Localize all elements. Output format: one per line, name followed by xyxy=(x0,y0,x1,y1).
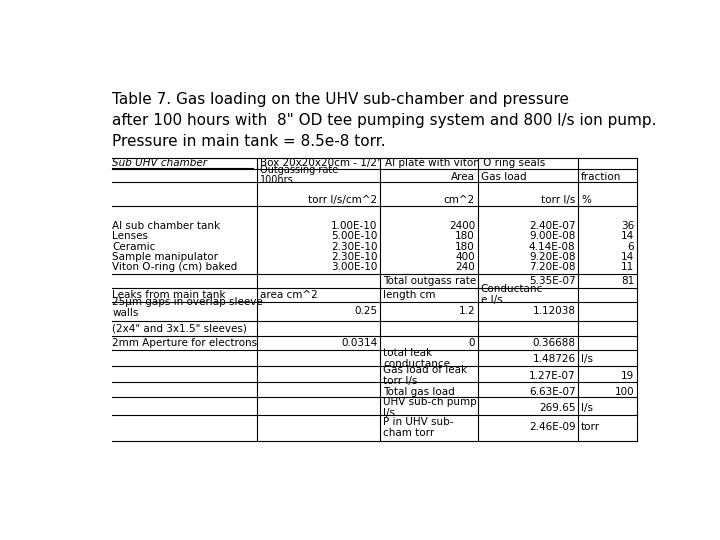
Text: Table 7. Gas loading on the UHV sub-chamber and pressure
after 100 hours with  8: Table 7. Gas loading on the UHV sub-cham… xyxy=(112,92,657,149)
Text: 4.14E-08: 4.14E-08 xyxy=(528,241,575,252)
Text: Sample manipulator: Sample manipulator xyxy=(112,252,218,262)
Text: P in UHV sub-
cham torr: P in UHV sub- cham torr xyxy=(383,417,454,438)
Text: 2.30E-10: 2.30E-10 xyxy=(331,241,377,252)
Text: UHV sub-ch pump
l/s: UHV sub-ch pump l/s xyxy=(383,397,477,418)
Text: 269.65: 269.65 xyxy=(539,403,575,413)
Text: 25μm gaps in overlap sleeve
walls: 25μm gaps in overlap sleeve walls xyxy=(112,297,263,318)
Text: 180: 180 xyxy=(455,241,475,252)
Text: 100: 100 xyxy=(614,387,634,397)
Text: 11: 11 xyxy=(621,262,634,272)
Text: 1.2: 1.2 xyxy=(459,306,475,316)
Text: Leaks from main tank: Leaks from main tank xyxy=(112,290,226,300)
Text: length cm: length cm xyxy=(383,290,436,300)
Text: 1.48726: 1.48726 xyxy=(532,354,575,364)
Text: Sub UHV chamber: Sub UHV chamber xyxy=(112,158,207,168)
Text: 1.00E-10: 1.00E-10 xyxy=(331,221,377,231)
Text: 5.35E-07: 5.35E-07 xyxy=(528,276,575,286)
Text: Total gas load: Total gas load xyxy=(383,387,455,397)
Text: Gas load of leak
torr l/s: Gas load of leak torr l/s xyxy=(383,366,467,386)
Text: Outgassing rate
100hrs: Outgassing rate 100hrs xyxy=(260,165,338,185)
Text: %: % xyxy=(581,195,591,205)
Text: 400: 400 xyxy=(455,252,475,262)
Text: 0.25: 0.25 xyxy=(354,306,377,316)
Text: Total outgass rate: Total outgass rate xyxy=(383,276,476,286)
Text: torr l/s: torr l/s xyxy=(541,195,575,205)
Text: 19: 19 xyxy=(621,371,634,381)
Text: l/s: l/s xyxy=(581,403,593,413)
Text: cm^2: cm^2 xyxy=(444,195,475,205)
Text: 36: 36 xyxy=(621,221,634,231)
Text: (2x4" and 3x1.5" sleeves): (2x4" and 3x1.5" sleeves) xyxy=(112,324,247,334)
Text: torr l/s/cm^2: torr l/s/cm^2 xyxy=(308,195,377,205)
Text: Viton O-ring (cm) baked: Viton O-ring (cm) baked xyxy=(112,262,238,272)
Text: Ceramic: Ceramic xyxy=(112,241,156,252)
Text: 1.12038: 1.12038 xyxy=(533,306,575,316)
Text: 2.40E-07: 2.40E-07 xyxy=(529,221,575,231)
Text: 0.36688: 0.36688 xyxy=(533,339,575,348)
Text: torr: torr xyxy=(581,422,600,433)
Text: 240: 240 xyxy=(455,262,475,272)
Text: Lenses: Lenses xyxy=(112,231,148,241)
Text: 3.00E-10: 3.00E-10 xyxy=(331,262,377,272)
Text: total leak
conductance: total leak conductance xyxy=(383,348,450,369)
Text: 2mm Aperture for electrons: 2mm Aperture for electrons xyxy=(112,339,258,348)
Text: Box 20x20x20cm - 1/2" Al plate with viton O ring seals: Box 20x20x20cm - 1/2" Al plate with vito… xyxy=(260,158,546,168)
Text: 2.46E-09: 2.46E-09 xyxy=(528,422,575,433)
Text: Al sub chamber tank: Al sub chamber tank xyxy=(112,221,220,231)
Text: 2400: 2400 xyxy=(449,221,475,231)
Text: Conductanc
e l/s: Conductanc e l/s xyxy=(481,285,543,305)
Text: 6: 6 xyxy=(627,241,634,252)
Text: fraction: fraction xyxy=(581,172,621,182)
Text: 1.27E-07: 1.27E-07 xyxy=(528,371,575,381)
Text: Area: Area xyxy=(451,172,475,182)
Text: 2.30E-10: 2.30E-10 xyxy=(331,252,377,262)
Text: 0: 0 xyxy=(469,339,475,348)
Text: 0.0314: 0.0314 xyxy=(341,339,377,348)
Text: 6.63E-07: 6.63E-07 xyxy=(528,387,575,397)
Text: 9.00E-08: 9.00E-08 xyxy=(529,231,575,241)
Text: 5.00E-10: 5.00E-10 xyxy=(331,231,377,241)
Text: 14: 14 xyxy=(621,252,634,262)
Text: Gas load: Gas load xyxy=(481,172,526,182)
Text: 7.20E-08: 7.20E-08 xyxy=(529,262,575,272)
Text: l/s: l/s xyxy=(581,354,593,364)
Text: 14: 14 xyxy=(621,231,634,241)
Text: 81: 81 xyxy=(621,276,634,286)
Text: 180: 180 xyxy=(455,231,475,241)
Text: area cm^2: area cm^2 xyxy=(260,290,318,300)
Text: 9.20E-08: 9.20E-08 xyxy=(529,252,575,262)
